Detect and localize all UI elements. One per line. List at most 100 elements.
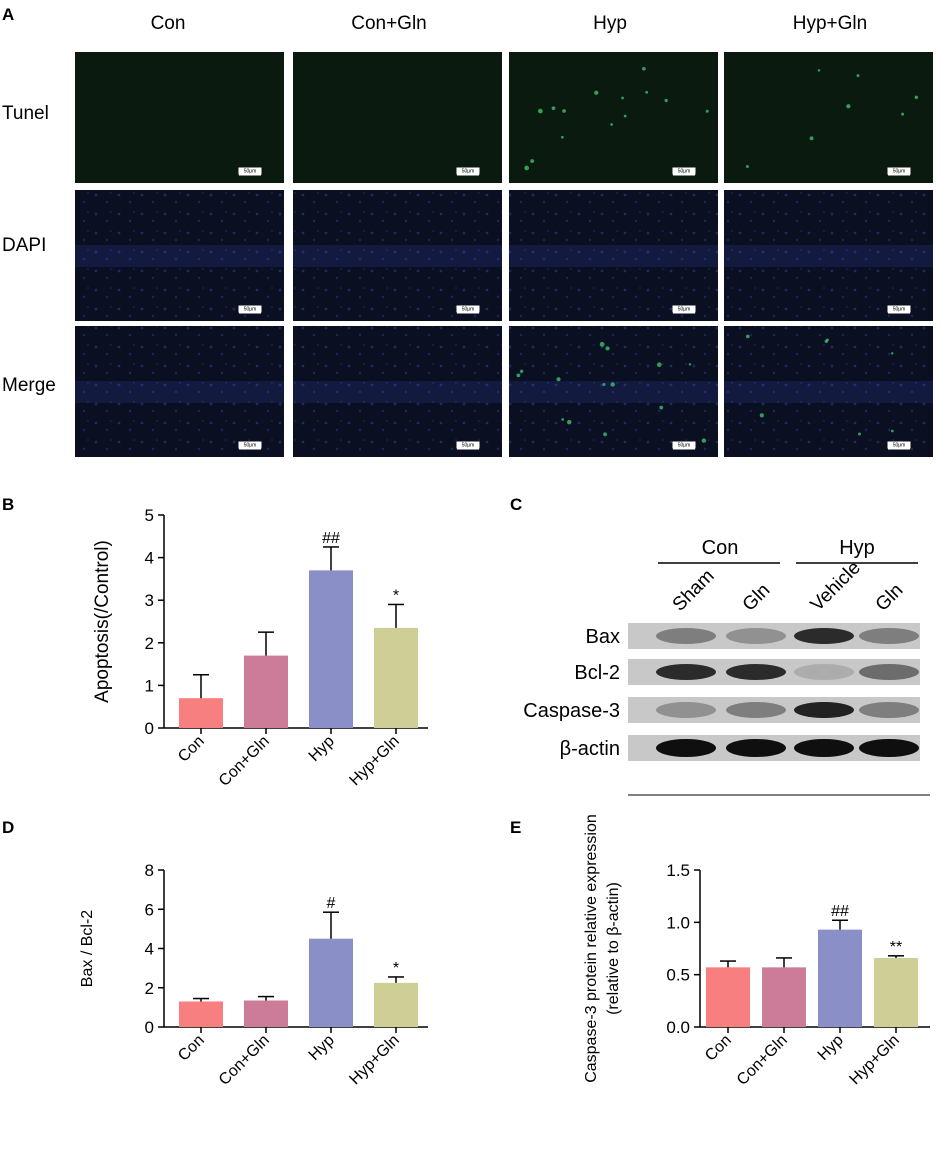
scale-bar-label: 50μm [893, 443, 906, 449]
y-tick-label: 6 [145, 900, 154, 919]
bar-hyp [818, 929, 862, 1027]
column-label-hyp: Hyp [593, 13, 627, 34]
column-label-hyp-gln: Hyp+Gln [793, 13, 867, 34]
bar-con-gln [244, 1000, 288, 1027]
panel-letter-c: C [510, 495, 522, 514]
scale-bar-label: 50μm [462, 169, 475, 175]
x-tick-label-hyp: Hyp [306, 1032, 338, 1064]
micrograph-merge-hyp: 50μm [509, 326, 718, 457]
y-axis-label: Bax / Bcl-2 [79, 910, 96, 987]
significance-hyp-gln: * [393, 587, 399, 604]
blot-band-bcl-2-lane-1 [656, 664, 716, 680]
significance-hyp: ## [831, 903, 849, 920]
y-tick-label: 1.0 [666, 913, 690, 932]
micrograph-dapi-con: 50μm [75, 190, 284, 321]
micrograph-tunel-hyp-gln: 50μm [724, 52, 933, 183]
blot-band-bcl-2-lane-2 [726, 664, 786, 680]
x-tick-label-hyp-gln: Hyp+Gln [846, 1032, 902, 1088]
x-tick-label-hyp-gln: Hyp+Gln [346, 733, 402, 789]
scale-bar-label: 50μm [462, 443, 475, 449]
column-label-con: Con [151, 13, 186, 34]
bar-con [179, 1001, 223, 1027]
blot-band-bax-lane-4 [859, 628, 919, 644]
bar-con-gln [244, 655, 288, 728]
micrograph-merge-hyp-gln: 50μm [724, 326, 933, 457]
bar-hyp-gln [374, 982, 418, 1027]
row-label-tunel: Tunel [2, 103, 49, 124]
panel-c-western-blot: Con Hyp Sham Gln Vehicle Gln BaxBcl-2Caspas… [523, 537, 930, 796]
bar-hyp [309, 938, 353, 1027]
bar-chart-caspase3: 0.0 0.5 1.0 1.5 Caspase-3 protein relative e… [583, 814, 930, 1089]
blot-band-actin-lane-1 [656, 739, 716, 757]
blot-band-actin-lane-2 [726, 739, 786, 757]
blot-row-label-bax: Bax [586, 626, 620, 648]
y-tick-label: 0.5 [666, 966, 690, 985]
blot-row-label-actin: β-actin [560, 738, 620, 760]
y-tick-label: 1.5 [666, 861, 690, 880]
x-tick-label-con: Con [702, 1032, 735, 1065]
significance-hyp: # [327, 895, 336, 912]
x-tick-label-con: Con [175, 1032, 208, 1065]
scale-bar-label: 50μm [893, 169, 906, 175]
y-tick-label: 0 [145, 1018, 154, 1037]
y-tick-label: 1 [145, 676, 154, 695]
blot-band-caspase-3-lane-3 [794, 702, 854, 718]
scale-bar-label: 50μm [244, 307, 257, 313]
blot-band-bcl-2-lane-4 [859, 664, 919, 680]
y-tick-label: 2 [145, 979, 154, 998]
panel-letter-b: B [2, 495, 14, 514]
blot-band-caspase-3-lane-1 [656, 702, 716, 718]
bar-con [706, 967, 750, 1027]
blot-group-label-hyp: Hyp [839, 537, 875, 559]
panel-letter-a: A [2, 5, 14, 24]
significance-hyp-gln: ** [890, 939, 902, 956]
y-tick-label: 8 [145, 861, 154, 880]
blot-row-label-bcl-2: Bcl-2 [574, 662, 620, 684]
y-axis-label: Caspase-3 protein relative expression [583, 814, 600, 1083]
blot-band-actin-lane-3 [794, 739, 854, 757]
bar-hyp [309, 570, 353, 728]
panel-letter-e: E [510, 818, 521, 837]
x-tick-label-con-gln: Con+Gln [216, 733, 273, 790]
y-tick-label: 3 [145, 591, 154, 610]
blot-lane-label-vehicle: Vehicle [807, 557, 865, 615]
blot-row-label-caspase-3: Caspase-3 [523, 700, 620, 722]
scale-bar-label: 50μm [678, 169, 691, 175]
blot-lane-label-gln: Gln [872, 580, 908, 616]
y-tick-label: 2 [145, 634, 154, 653]
y-axis-label: Apoptosis(/Control) [92, 540, 113, 703]
x-tick-label-hyp: Hyp [306, 733, 338, 765]
x-tick-label-con: Con [175, 733, 208, 766]
micrograph-merge-con: 50μm [75, 326, 284, 457]
x-tick-label-hyp: Hyp [815, 1032, 847, 1064]
blot-lane-label-gln: Gln [739, 580, 775, 616]
blot-group-label-con: Con [702, 537, 739, 559]
scale-bar-label: 50μm [244, 169, 257, 175]
bar-chart-bax-bcl2: 0 2 4 6 8 Bax / Bcl-2 Con Con+Gln # Hyp * Hyp+Gln [79, 861, 428, 1089]
scale-bar-label: 50μm [678, 307, 691, 313]
y-axis-label-2: (relative to β-actin) [605, 882, 622, 1015]
significance-hyp-gln: * [393, 960, 399, 977]
scale-bar-label: 50μm [244, 443, 257, 449]
blot-band-actin-lane-4 [859, 739, 919, 757]
bar-con [179, 698, 223, 728]
row-label-dapi: DAPI [2, 235, 46, 256]
bar-hyp-gln [874, 957, 918, 1027]
micrograph-merge-con-gln: 50μm [293, 326, 502, 457]
y-tick-label: 0.0 [666, 1018, 690, 1037]
scale-bar-label: 50μm [678, 443, 691, 449]
x-tick-label-con-gln: Con+Gln [734, 1032, 791, 1089]
scale-bar-label: 50μm [462, 307, 475, 313]
blot-band-bax-lane-2 [726, 628, 786, 644]
blot-band-bax-lane-1 [656, 628, 716, 644]
y-tick-label: 0 [145, 719, 154, 738]
bar-chart-apoptosis: 0 1 2 3 4 5 Apoptosis(/Control) Con Con+Gln ## Hyp… [92, 506, 428, 790]
x-tick-label-con-gln: Con+Gln [216, 1032, 273, 1089]
micrograph-dapi-hyp: 50μm [509, 190, 718, 321]
panel-a-micrographs: Con Con+Gln Hyp Hyp+Gln Tunel DAPI Merge… [2, 13, 933, 457]
scale-bar-label: 50μm [893, 307, 906, 313]
micrograph-tunel-con-gln: 50μm [293, 52, 502, 183]
y-tick-label: 5 [145, 506, 154, 525]
column-label-con-gln: Con+Gln [351, 13, 427, 34]
